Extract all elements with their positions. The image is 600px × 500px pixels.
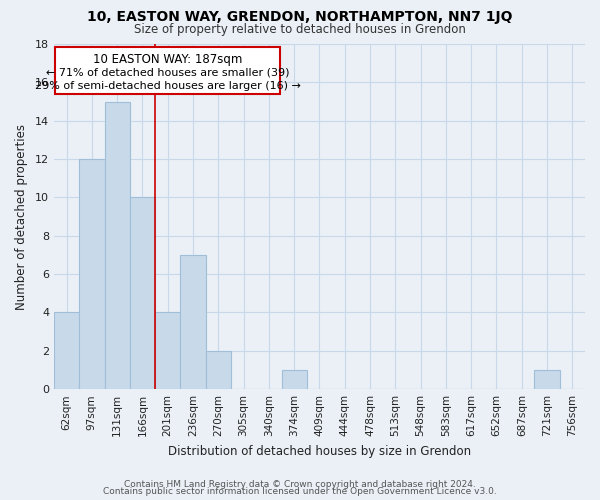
Text: 29% of semi-detached houses are larger (16) →: 29% of semi-detached houses are larger (… <box>35 81 301 91</box>
Bar <box>55 47 280 94</box>
Text: 10, EASTON WAY, GRENDON, NORTHAMPTON, NN7 1JQ: 10, EASTON WAY, GRENDON, NORTHAMPTON, NN… <box>87 10 513 24</box>
Text: Size of property relative to detached houses in Grendon: Size of property relative to detached ho… <box>134 22 466 36</box>
Bar <box>181 255 206 389</box>
Bar <box>54 312 79 389</box>
X-axis label: Distribution of detached houses by size in Grendon: Distribution of detached houses by size … <box>168 444 471 458</box>
Bar <box>130 198 155 389</box>
Text: 10 EASTON WAY: 187sqm: 10 EASTON WAY: 187sqm <box>93 52 242 66</box>
Bar <box>206 351 231 389</box>
Text: Contains HM Land Registry data © Crown copyright and database right 2024.: Contains HM Land Registry data © Crown c… <box>124 480 476 489</box>
Bar <box>79 159 104 389</box>
Text: Contains public sector information licensed under the Open Government Licence v3: Contains public sector information licen… <box>103 487 497 496</box>
Y-axis label: Number of detached properties: Number of detached properties <box>15 124 28 310</box>
Bar <box>535 370 560 389</box>
Bar <box>155 312 181 389</box>
Bar <box>104 102 130 389</box>
Bar <box>281 370 307 389</box>
Text: ← 71% of detached houses are smaller (39): ← 71% of detached houses are smaller (39… <box>46 67 289 77</box>
